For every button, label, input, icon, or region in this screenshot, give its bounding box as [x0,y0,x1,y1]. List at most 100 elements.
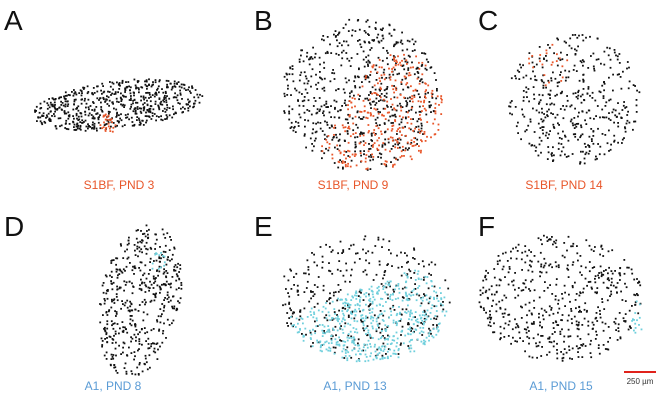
scatter-point-c-black [539,127,542,129]
scatter-point-b-colored [348,114,351,116]
scatter-point-c-black [537,122,540,125]
scatter-point-b-black [416,120,419,123]
scatter-point-a-black [166,83,168,86]
scatter-point-c-black [595,115,597,117]
scatter-point-d-black [162,332,164,335]
scatter-point-e-colored [382,305,384,307]
scatter-point-b-colored [344,163,347,166]
scatter-point-c-black [584,119,586,122]
scatter-point-b-black [348,79,350,82]
scatter-point-e-colored [410,339,412,341]
scatter-point-e-colored [335,343,338,346]
scatter-point-e-colored [350,337,353,339]
scatter-point-e-black [382,342,385,345]
scatter-point-b-black [373,100,375,103]
scatter-point-c-black [582,73,585,76]
scatter-point-e-colored [334,338,337,341]
scatter-point-e-colored [408,340,411,343]
scatter-point-e-colored [433,298,435,300]
scatter-point-f-black [583,308,586,311]
scatter-point-c-black [589,117,592,120]
scatter-point-d-black [150,343,153,345]
scatter-point-a-black [139,107,141,110]
scatter-point-b-black [419,80,421,82]
scatter-point-e-colored [361,309,364,312]
scatter-point-c-black [580,101,583,104]
scatter-point-e-colored [344,355,347,357]
scatter-point-c-black [582,80,585,83]
scatter-point-c-black [548,108,550,111]
scatter-point-b-colored [423,99,426,102]
scatter-point-f-black [514,296,517,299]
scatter-point-b-colored [418,82,421,85]
scatter-point-e-colored [354,314,357,317]
scatter-point-b-black [378,152,381,155]
scatter-point-c-black [552,146,554,149]
scatter-point-d-black [167,296,170,299]
scatter-point-e-black [423,309,426,312]
scatter-point-d-black [138,304,141,306]
scatter-point-a-black [71,91,73,93]
scatter-point-c-black [603,153,606,156]
scatter-point-e-colored [330,334,333,337]
scatter-point-c-colored [558,57,561,60]
scatter-point-b-black [346,132,349,135]
scatter-point-e-colored [416,318,419,321]
scatter-point-c-black [558,124,560,126]
scatter-point-e-black [319,246,322,248]
scatter-point-f-black [504,276,506,278]
scatter-point-e-colored [295,317,298,320]
scatter-point-f-black [600,244,603,247]
scatter-point-e-black [374,245,377,247]
scatter-point-a-black [103,98,105,101]
scatter-point-d-black [138,340,141,343]
scatter-point-f-black [532,337,535,340]
scatter-point-e-black [434,263,437,266]
scatter-point-f-black [571,286,574,289]
scatter-point-a-black [162,99,165,102]
scatter-point-f-black [585,310,588,313]
scatter-point-c-black [602,97,605,99]
scatter-point-d-black [150,345,152,348]
scatter-point-b-colored [413,96,416,98]
scatter-point-d-black [145,247,147,250]
scatter-point-e-black [330,251,333,253]
scatter-point-c-black [571,122,574,125]
scatter-point-f-black [606,278,609,281]
scatter-point-b-black [409,128,412,131]
scatter-point-b-black [369,103,372,106]
scatter-point-c-black [515,125,518,128]
scatter-point-f-black [626,266,629,269]
scatter-point-b-black [339,109,342,112]
scatter-point-a-black [154,103,157,105]
scatter-point-a-black [66,105,69,107]
scatter-point-b-black [386,106,389,108]
scatter-point-a-black [48,106,51,109]
scatter-point-b-colored [402,116,404,119]
scatter-point-a-black [53,101,56,104]
scatter-point-f-black [530,251,532,253]
scatter-point-a-black [55,127,58,130]
scatter-point-b-colored [380,74,383,77]
scatter-point-f-black [554,331,556,333]
scatter-point-d-black [144,332,146,335]
scatter-point-d-black [167,256,169,258]
scatter-point-b-black [303,99,306,102]
scatter-point-f-black [531,278,534,281]
scatter-point-b-colored [366,117,369,120]
scatter-point-d-black [129,318,132,321]
scatter-point-e-colored [374,350,377,353]
scatter-point-a-black [130,116,133,119]
scatter-point-f-black [594,277,596,280]
scatter-point-b-black [356,110,359,113]
scatter-point-c-black [598,90,601,93]
scatter-point-b-colored [407,111,409,114]
scatter-point-d-black [140,248,143,251]
scatter-point-b-black [319,122,322,124]
scatter-point-c-black [542,119,545,122]
scatter-point-c-black [601,108,604,111]
scatter-point-b-black [389,115,392,118]
scatter-point-e-colored [424,275,427,278]
scatter-point-a-black [150,105,153,108]
scatter-point-f-black [610,293,613,296]
